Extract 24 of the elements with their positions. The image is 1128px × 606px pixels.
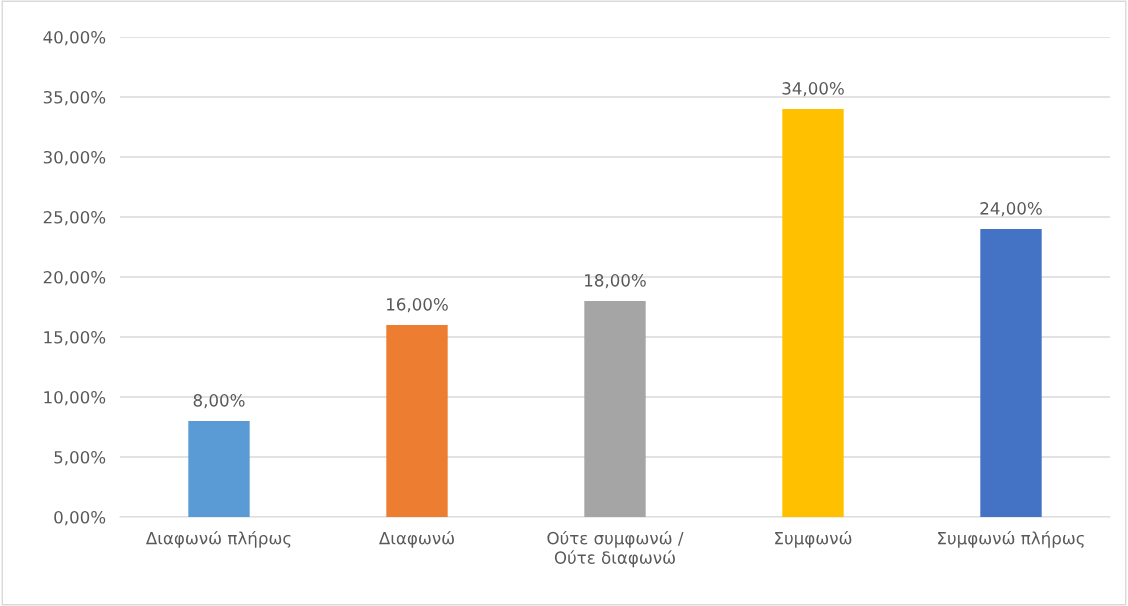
x-tick-label: Συμφωνώ: [775, 530, 852, 548]
data-label: 34,00%: [782, 82, 844, 97]
x-tick-label: Διαφωνώ: [379, 530, 454, 548]
x-tick-label: Ούτε συμφωνώ / Ούτε διαφωνώ: [547, 530, 684, 568]
y-tick-label: 40,00%: [43, 30, 106, 46]
y-tick-label: 0,00%: [54, 510, 106, 526]
bar: [188, 421, 250, 517]
bar: [782, 109, 844, 517]
data-label: 18,00%: [585, 274, 646, 289]
y-tick-label: 20,00%: [43, 270, 106, 286]
bar: [386, 325, 448, 517]
y-tick-label: 15,00%: [44, 330, 106, 346]
bar: [584, 301, 646, 517]
y-tick-label: 5,00%: [54, 450, 106, 466]
bar: [980, 229, 1042, 517]
data-label: 16,00%: [387, 298, 448, 313]
x-tick-label: Διαφωνώ πλήρως: [145, 530, 291, 548]
y-tick-label: 10,00%: [44, 390, 106, 406]
data-label: 24,00%: [980, 202, 1042, 217]
y-tick-label: 35,00%: [43, 90, 106, 106]
y-tick-label: 25,00%: [43, 210, 106, 226]
data-label: 8,00%: [193, 394, 245, 409]
x-tick-label: Συμφωνώ πλήρως: [938, 530, 1084, 548]
y-tick-label: 30,00%: [43, 150, 106, 166]
